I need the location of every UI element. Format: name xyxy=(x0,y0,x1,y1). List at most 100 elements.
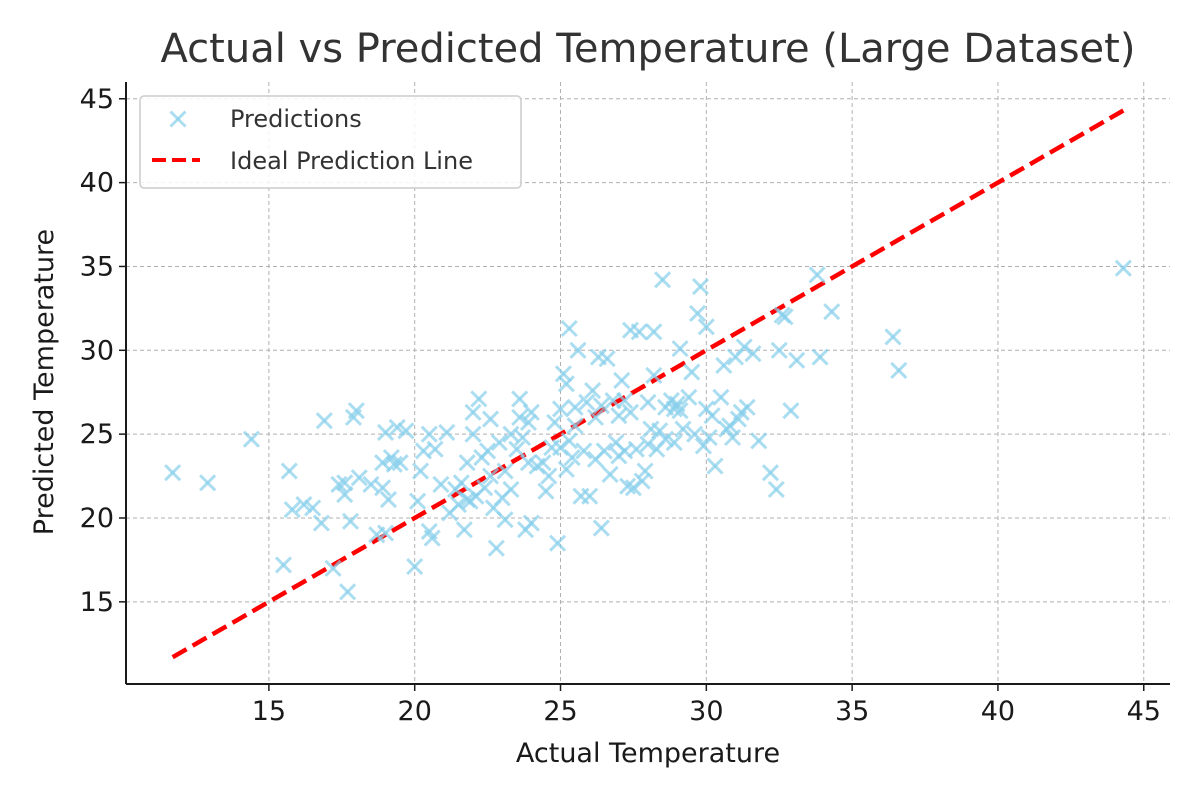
data-point xyxy=(464,403,482,421)
data-point xyxy=(496,462,514,480)
x-tick-label: 35 xyxy=(835,696,869,727)
data-point xyxy=(280,462,298,480)
data-point xyxy=(490,433,508,452)
data-point-stroke xyxy=(607,433,625,452)
data-point-stroke xyxy=(770,341,788,359)
data-point xyxy=(724,428,742,447)
data-point-stroke xyxy=(379,490,398,509)
data-point-stroke xyxy=(420,522,438,540)
data-point xyxy=(645,366,663,385)
data-point xyxy=(616,392,634,410)
data-point xyxy=(350,469,368,487)
data-point-stroke xyxy=(164,464,182,482)
data-point xyxy=(391,454,409,472)
data-point xyxy=(738,398,756,416)
chart-title: Actual vs Predicted Temperature (Large D… xyxy=(161,26,1136,72)
data-point-stroke xyxy=(671,340,689,358)
data-point-stroke xyxy=(782,402,800,420)
data-point xyxy=(639,435,657,453)
legend-x-stroke xyxy=(169,110,187,128)
x-axis-label: Actual Temperature xyxy=(516,738,780,769)
data-point-stroke xyxy=(654,271,672,289)
data-point-stroke xyxy=(502,425,520,443)
data-point xyxy=(411,462,430,480)
data-point-stroke xyxy=(537,482,555,500)
data-point-stroke xyxy=(578,393,596,411)
data-point xyxy=(557,460,575,478)
data-point xyxy=(199,474,217,492)
data-point-stroke xyxy=(554,365,572,383)
data-point-stroke xyxy=(601,465,619,483)
data-point-stroke xyxy=(426,440,444,458)
data-point xyxy=(476,479,494,497)
x-tick-label: 25 xyxy=(543,696,577,727)
data-point-stroke xyxy=(455,521,473,539)
data-point-stroke xyxy=(656,430,675,448)
data-point-stroke xyxy=(423,529,441,547)
data-point xyxy=(697,318,715,336)
data-point-stroke xyxy=(1114,259,1132,277)
data-point-stroke xyxy=(744,345,762,363)
data-point xyxy=(164,464,182,482)
data-point xyxy=(452,474,470,492)
data-point xyxy=(566,398,584,416)
data-point xyxy=(481,467,500,485)
data-point xyxy=(1114,259,1132,277)
data-point xyxy=(540,467,558,485)
data-point-stroke xyxy=(610,407,628,425)
data-point xyxy=(312,514,330,532)
data-point xyxy=(455,521,473,539)
data-point xyxy=(633,472,651,490)
data-point-stroke xyxy=(767,480,785,499)
data-point-stroke xyxy=(476,479,494,497)
data-point-stroke xyxy=(549,534,567,552)
data-point-stroke xyxy=(884,328,902,346)
data-point xyxy=(575,442,593,460)
data-point-stroke xyxy=(735,338,753,356)
data-point-stroke xyxy=(374,479,392,497)
data-point-stroke xyxy=(586,408,605,426)
data-point xyxy=(304,499,322,517)
data-point xyxy=(671,402,689,420)
data-point-stroke xyxy=(312,514,330,532)
data-point-stroke xyxy=(683,363,701,381)
data-point-stroke xyxy=(376,423,395,442)
data-point xyxy=(788,351,806,369)
data-point xyxy=(744,345,762,363)
data-point-stroke xyxy=(697,318,715,336)
data-point xyxy=(884,328,902,346)
data-point-stroke xyxy=(616,442,634,460)
data-point-stroke xyxy=(496,511,514,529)
data-point-stroke xyxy=(592,519,610,537)
data-point-stroke xyxy=(438,423,456,442)
data-point-stroke xyxy=(621,403,640,421)
data-point-stroke xyxy=(776,308,794,326)
data-point xyxy=(242,430,260,448)
data-point xyxy=(514,428,532,447)
data-point xyxy=(385,455,403,473)
data-point-stroke xyxy=(589,348,607,366)
y-tick-label: 20 xyxy=(80,503,114,534)
data-point-stroke xyxy=(598,350,616,368)
data-point xyxy=(595,442,613,460)
data-point-stroke xyxy=(645,323,663,341)
data-point xyxy=(691,278,710,296)
data-point xyxy=(665,433,683,452)
data-point xyxy=(458,454,476,472)
data-point-stroke xyxy=(406,558,424,576)
data-point-stroke xyxy=(674,420,692,438)
data-point xyxy=(481,410,500,428)
data-point xyxy=(557,375,575,393)
data-point xyxy=(487,539,505,557)
data-point-stroke xyxy=(551,400,570,418)
data-point-stroke xyxy=(391,454,409,472)
data-point-stroke xyxy=(336,474,354,492)
data-point xyxy=(341,512,360,530)
data-point xyxy=(700,428,718,447)
data-point-stroke xyxy=(581,487,599,505)
data-point-stroke xyxy=(566,417,584,435)
axes: 15 20 25 30 35 40 45 15 20 25 30 35 40 45 xyxy=(80,82,1170,727)
data-point-stroke xyxy=(584,381,602,400)
data-point-stroke xyxy=(382,449,400,467)
